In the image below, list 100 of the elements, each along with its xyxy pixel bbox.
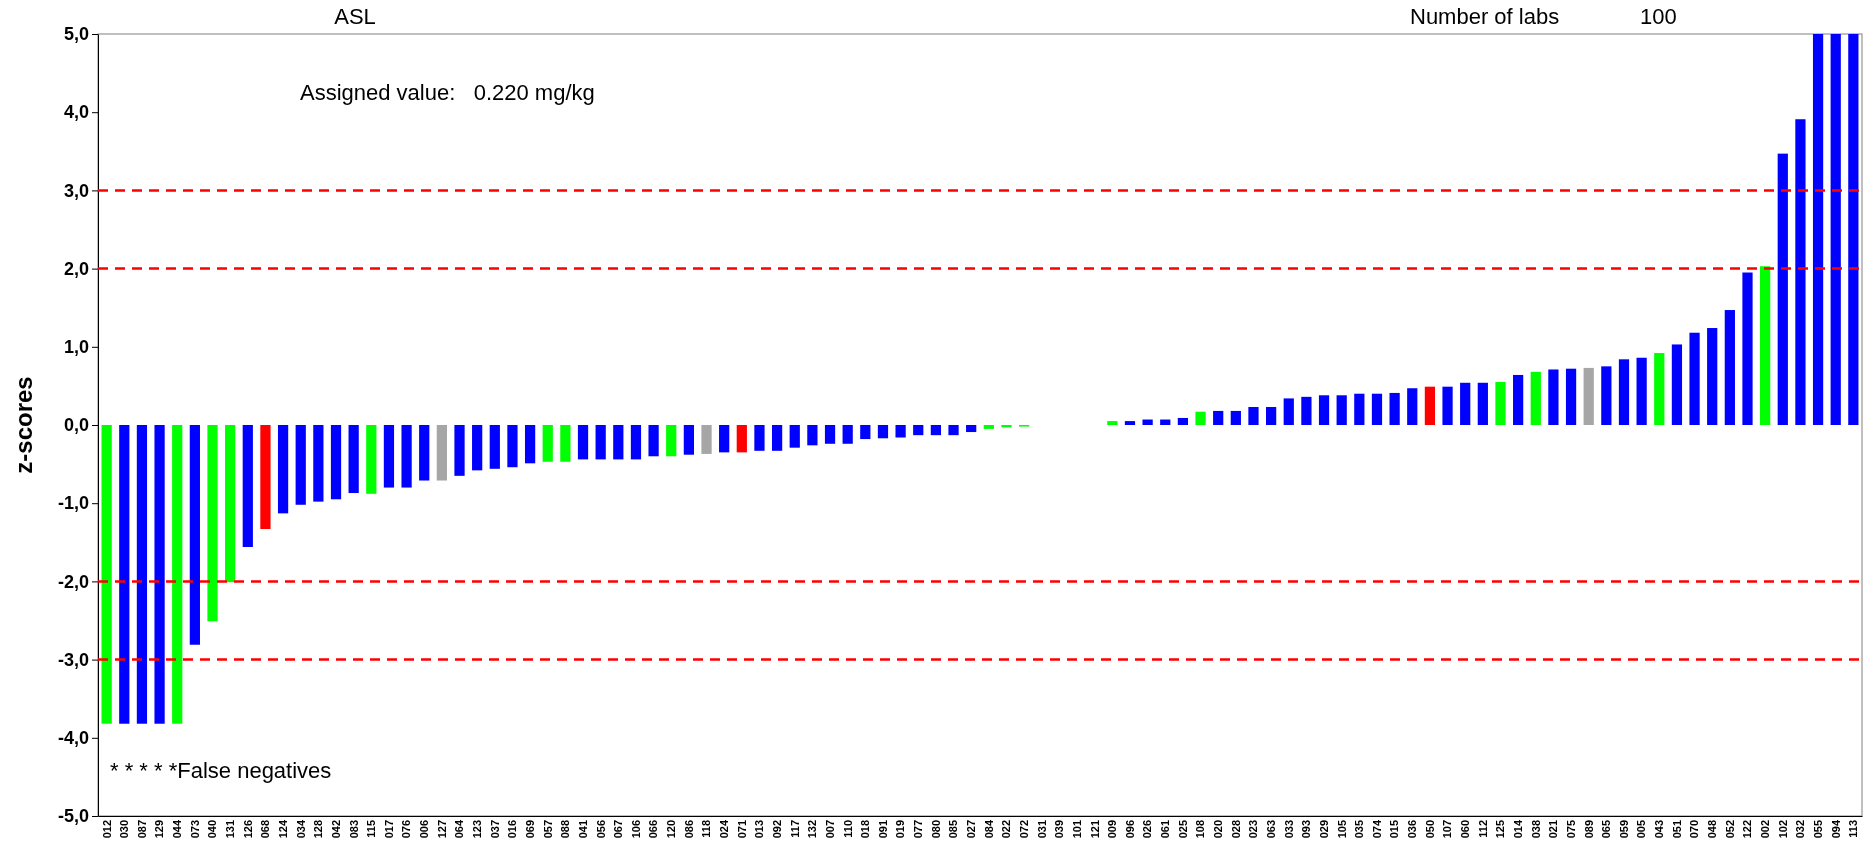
bar	[454, 425, 465, 476]
x-tick-label: 072	[1017, 820, 1030, 839]
bar	[1407, 388, 1418, 425]
bar	[1724, 310, 1735, 425]
x-tick-label: 068	[259, 820, 272, 839]
bar	[1548, 369, 1559, 425]
bar	[1371, 393, 1383, 425]
bar	[577, 425, 589, 460]
x-tick-label: 094	[1829, 819, 1842, 839]
x-tick-label: 014	[1511, 819, 1524, 839]
bar	[1301, 396, 1312, 425]
x-tick-label: 055	[1811, 820, 1824, 839]
x-tick-label: 030	[118, 820, 131, 839]
x-tick-label: 060	[1459, 820, 1472, 839]
x-tick-label: 124	[276, 819, 289, 839]
bar	[1230, 410, 1241, 425]
bar	[1636, 357, 1647, 425]
bar	[666, 425, 677, 457]
x-tick-label: 131	[224, 820, 236, 839]
x-tick-label: 120	[665, 820, 678, 839]
text: 100	[1640, 4, 1677, 29]
x-tick-label: 066	[647, 820, 660, 839]
x-tick-label: 042	[329, 820, 342, 839]
x-tick-label: 077	[912, 820, 925, 839]
y-tick-label: 5,0	[63, 24, 89, 45]
x-tick-label: 128	[312, 820, 325, 839]
bar	[542, 425, 553, 462]
x-tick-label: 025	[1176, 820, 1189, 839]
bar	[1671, 344, 1683, 425]
bar	[648, 425, 659, 457]
bar	[1513, 374, 1524, 425]
x-tick-label: 040	[206, 820, 219, 839]
bar	[1601, 366, 1612, 425]
bar	[1742, 272, 1753, 425]
bar	[719, 425, 730, 453]
x-tick-label: 113	[1847, 820, 1860, 838]
bar	[560, 425, 571, 462]
bar	[966, 425, 977, 433]
x-tick-label: 059	[1617, 820, 1630, 839]
bar	[877, 425, 889, 439]
bar	[472, 425, 483, 471]
x-tick-label: 122	[1741, 820, 1754, 839]
bar	[983, 425, 994, 429]
x-tick-label: 096	[1123, 820, 1136, 839]
bar	[524, 425, 536, 464]
y-tick-label: 1,0	[63, 337, 89, 358]
x-tick-label: 037	[488, 820, 501, 839]
bar	[207, 425, 218, 622]
x-tick-label: 026	[1141, 820, 1154, 839]
bar	[154, 425, 165, 724]
x-tick-label: 089	[1582, 820, 1595, 839]
bar	[1830, 34, 1841, 425]
x-tick-label: 002	[1758, 820, 1771, 839]
bar	[330, 425, 342, 500]
bar	[401, 425, 412, 488]
x-tick-label: 123	[471, 820, 484, 839]
x-tick-label: 129	[153, 820, 166, 839]
bar	[595, 425, 606, 460]
x-tick-label: 051	[1670, 820, 1683, 839]
text: Number of labs	[1410, 4, 1560, 29]
bar	[1354, 393, 1365, 425]
x-tick-label: 107	[1441, 820, 1454, 839]
y-tick-label: -2,0	[57, 571, 89, 592]
x-tick-label: 092	[770, 820, 783, 839]
x-tick-label: 076	[400, 820, 413, 839]
x-tick-label: 063	[1264, 820, 1277, 839]
x-tick-label: 006	[418, 820, 431, 839]
x-tick-label: 067	[612, 820, 625, 839]
x-tick-label: 080	[929, 820, 942, 839]
bar	[1565, 368, 1577, 425]
chart-title: ASL	[334, 4, 376, 29]
bar	[1707, 328, 1718, 425]
x-tick-label: 036	[1406, 820, 1419, 839]
bar	[948, 425, 959, 436]
x-tick-label: 041	[576, 820, 589, 839]
bar	[683, 425, 694, 455]
bar	[1530, 371, 1541, 425]
y-tick-label: 4,0	[63, 102, 89, 123]
bar	[930, 425, 942, 436]
bar	[1107, 421, 1118, 425]
x-tick-label: 020	[1212, 820, 1225, 839]
x-tick-label: 035	[1353, 820, 1366, 839]
bar	[1142, 419, 1153, 425]
x-tick-label: 061	[1159, 820, 1172, 839]
x-tick-label: 074	[1370, 819, 1383, 839]
x-tick-label: 110	[841, 820, 854, 838]
x-tick-label: 048	[1706, 820, 1719, 839]
bar	[1124, 421, 1136, 425]
x-tick-label: 043	[1653, 820, 1666, 839]
bar	[1336, 395, 1347, 425]
x-tick-label: 093	[1300, 820, 1313, 839]
y-tick-label: -3,0	[57, 649, 89, 670]
bar	[366, 425, 377, 494]
bar	[507, 425, 518, 468]
bar	[1477, 382, 1488, 425]
x-tick-label: 032	[1794, 820, 1807, 839]
bar	[1283, 398, 1294, 425]
x-tick-label: 064	[453, 819, 466, 839]
x-tick-label: 112	[1476, 820, 1489, 838]
bar	[1689, 332, 1700, 425]
